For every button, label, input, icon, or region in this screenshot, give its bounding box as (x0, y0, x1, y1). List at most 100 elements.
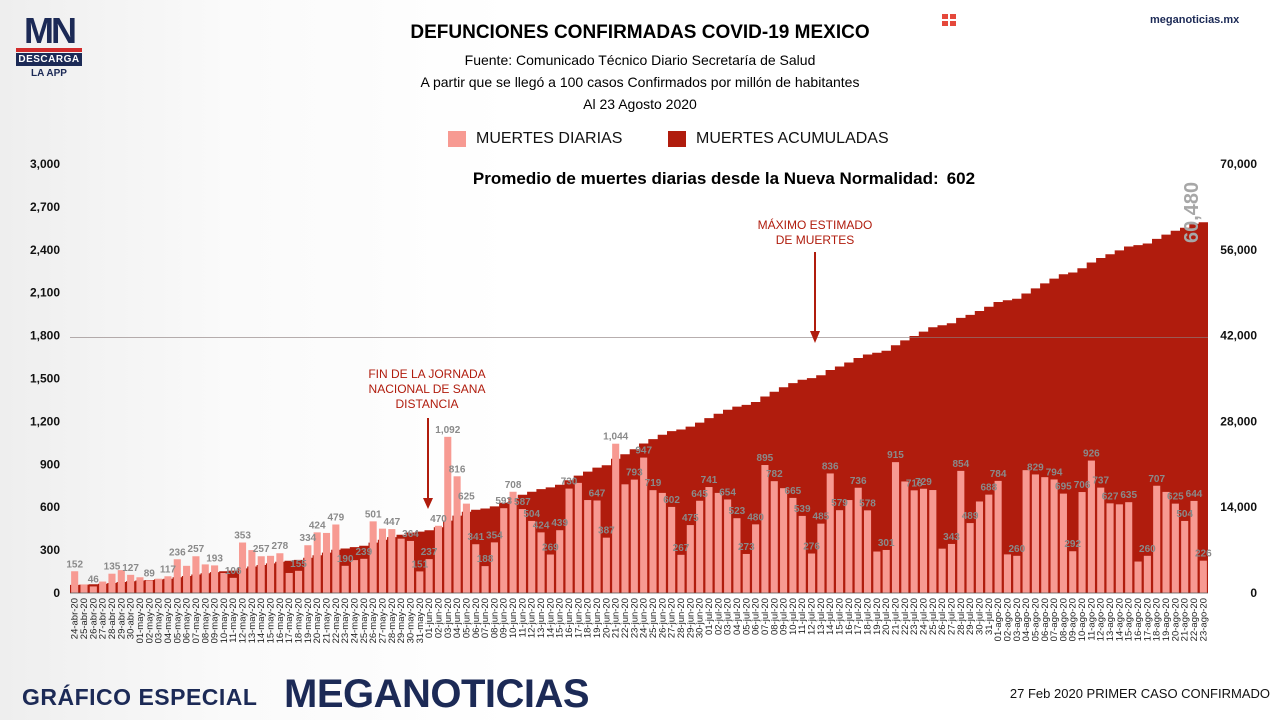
x-tick-label: 02-jun-20 (434, 598, 445, 638)
daily-bar (397, 538, 405, 593)
daily-bar (332, 524, 340, 593)
data-label: 730 (561, 477, 578, 488)
x-tick-label: 01-jun-20 (424, 598, 435, 638)
daily-bar (1041, 477, 1049, 593)
chart-subtitle-date: Al 23 Agosto 2020 (583, 96, 697, 112)
x-tick-label: 08-jun-20 (489, 598, 500, 638)
x-tick-label: 22-jun-20 (620, 598, 631, 638)
daily-bar (1143, 555, 1151, 593)
y-left-tick-label: 1,200 (30, 414, 60, 428)
data-label: 353 (234, 531, 251, 542)
daily-bar (1162, 491, 1170, 593)
daily-bar (145, 580, 153, 593)
x-tick-label: 04-ago-20 (1021, 598, 1032, 641)
data-label: 239 (355, 547, 372, 558)
site-url[interactable]: meganoticias.mx (1150, 14, 1240, 26)
data-label: 152 (66, 559, 83, 570)
daily-bar (537, 532, 545, 593)
daily-bar (453, 476, 461, 593)
x-tick-label: 18-jun-20 (583, 598, 594, 638)
x-tick-label: 28-may-20 (387, 598, 398, 643)
daily-bar (901, 481, 909, 593)
x-tick-label: 04-may-20 (163, 598, 174, 643)
daily-bar (826, 473, 834, 593)
y-left-tick-label: 900 (40, 457, 60, 471)
data-label: 647 (589, 489, 606, 500)
daily-bar (1087, 460, 1095, 593)
daily-bar (705, 487, 713, 593)
daily-bar (1022, 470, 1030, 593)
data-label: 190 (337, 554, 354, 565)
x-tick-label: 10-may-20 (219, 598, 230, 643)
data-label: 292 (1064, 539, 1081, 550)
x-tick-label: 15-jun-20 (555, 598, 566, 638)
daily-bar (621, 484, 629, 593)
data-label: 504 (1176, 509, 1193, 520)
x-tick-label: 19-ago-20 (1161, 598, 1172, 641)
daily-bar (509, 491, 517, 593)
data-label: 707 (1148, 474, 1165, 485)
x-tick-label: 21-jun-20 (611, 598, 622, 638)
x-tick-label: 15-ago-20 (1124, 598, 1135, 641)
y-left-tick-label: 1,500 (30, 372, 60, 386)
x-tick-labels-layer: 24-abr-2025-abr-2026-abr-2027-abr-2028-a… (70, 598, 1210, 643)
x-tick-label: 22-may-20 (331, 598, 342, 643)
daily-bar (472, 544, 480, 593)
daily-bar (1115, 504, 1123, 593)
data-label: 708 (505, 480, 522, 491)
data-label: 489 (962, 511, 979, 522)
daily-bar (229, 577, 237, 593)
y-left-tick-label: 300 (40, 543, 60, 557)
data-label: 729 (915, 477, 932, 488)
logo[interactable]: MN DESCARGA LA APP (14, 13, 84, 79)
x-tick-label: 03-ago-20 (1012, 598, 1023, 641)
x-tick-label: 15-may-20 (266, 598, 277, 643)
data-label: 341 (467, 532, 484, 543)
x-tick-label: 14-jun-20 (545, 598, 556, 638)
data-label: 301 (878, 538, 895, 549)
daily-bar (388, 529, 396, 593)
x-tick-label: 10-ago-20 (1077, 598, 1088, 641)
x-tick-label: 26-may-20 (368, 598, 379, 643)
daily-bar (742, 553, 750, 593)
daily-bar (845, 500, 853, 593)
daily-bar (574, 482, 582, 593)
data-label: 665 (785, 486, 802, 497)
daily-bar (947, 543, 956, 593)
daily-bar (724, 499, 732, 593)
data-label: 260 (1008, 544, 1025, 555)
data-label: 719 (645, 478, 662, 489)
data-label: 504 (523, 509, 540, 520)
daily-bar (602, 537, 610, 593)
x-tick-label: 12-may-20 (238, 598, 249, 643)
data-label: 737 (1092, 476, 1109, 487)
chart-subtitle-criteria: A partir que se llegó a 100 casos Confir… (420, 74, 860, 90)
x-tick-label: 27-abr-20 (98, 598, 109, 639)
x-tick-label: 03-may-20 (154, 598, 165, 643)
x-tick-label: 25-jun-20 (648, 598, 659, 638)
daily-bar (565, 488, 573, 593)
daily-bar (1171, 503, 1179, 594)
daily-bar (789, 497, 797, 593)
daily-bar (919, 488, 928, 593)
daily-bar (752, 524, 760, 593)
x-tick-label: 29-jun-20 (685, 598, 696, 638)
data-label: 741 (701, 475, 718, 486)
data-label: 278 (272, 541, 289, 552)
daily-bar (873, 551, 881, 593)
daily-bar (378, 528, 387, 593)
x-tick-label: 16-ago-20 (1133, 598, 1144, 641)
x-tick-label: 01-jul-20 (704, 598, 715, 635)
average-value: 602 (946, 169, 976, 188)
daily-bar (127, 574, 135, 593)
x-tick-label: 06-jul-20 (751, 598, 762, 635)
x-tick-label: 31-may-20 (415, 598, 426, 643)
y-left-tick-label: 0 (53, 586, 60, 600)
x-tick-label: 07-jul-20 (760, 598, 771, 635)
x-tick-label: 14-may-20 (256, 598, 267, 643)
daily-bar (686, 525, 694, 593)
y-left-tick-label: 2,400 (30, 243, 60, 257)
data-label: 424 (533, 520, 550, 531)
x-tick-label: 27-jul-20 (947, 598, 958, 635)
